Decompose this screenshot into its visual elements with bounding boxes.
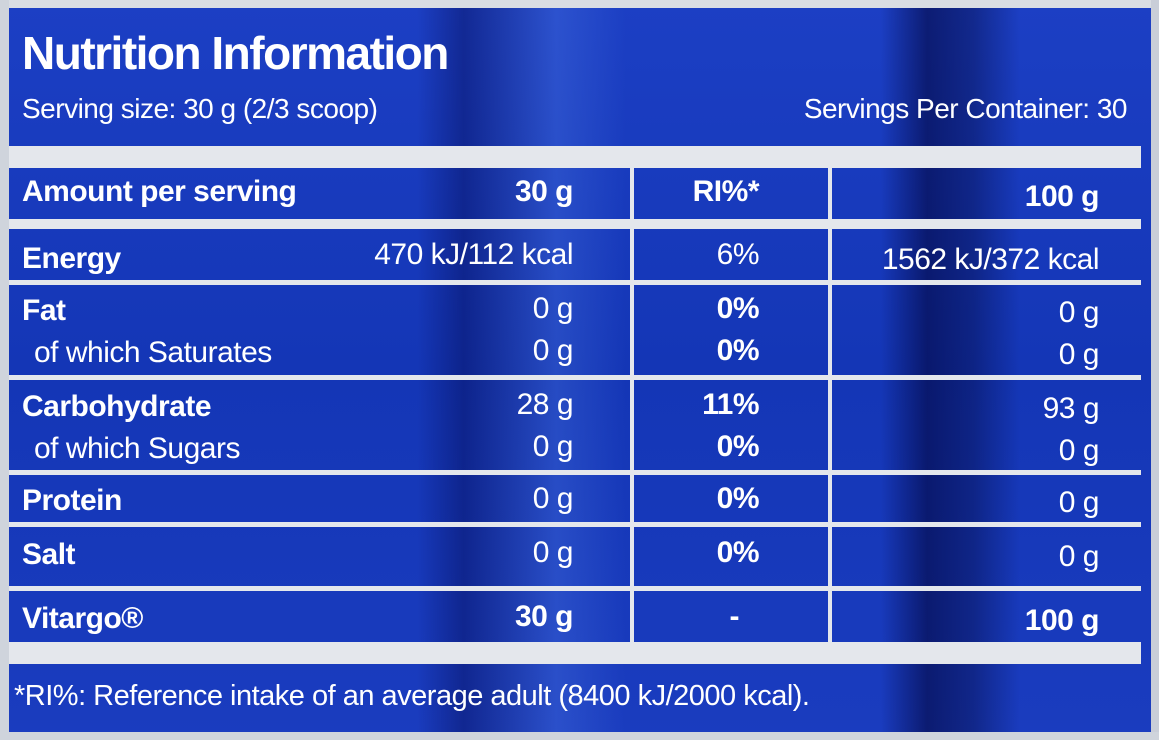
footnote: *RI%: Reference intake of an average adu… [14, 680, 810, 712]
divider-top [9, 146, 1141, 168]
row-per-serving: 0 g [532, 292, 574, 325]
row-label: of which Saturates [34, 336, 272, 369]
row-per-100g: 0 g [1058, 486, 1100, 519]
row-per-serving: 30 g [514, 600, 574, 633]
row-ri: 0% [716, 334, 760, 367]
header-col-100g: 100 g [1024, 180, 1100, 213]
header-col-ri: RI%* [692, 175, 760, 208]
column-line-2 [828, 168, 832, 642]
row-ri: 11% [702, 388, 759, 421]
row-label: of which Sugars [34, 432, 240, 465]
divider-header [9, 219, 1141, 229]
row-ri: 0% [716, 292, 760, 325]
row-ri: 0% [716, 536, 760, 569]
row-label: Salt [22, 538, 76, 571]
row-per-serving: 470 kJ/112 kcal [374, 238, 573, 271]
row-label: Protein [22, 484, 122, 517]
row-per-100g: 0 g [1058, 434, 1100, 467]
row-per-100g: 0 g [1058, 540, 1100, 573]
row-label: Vitargo® [22, 602, 143, 635]
servings-per-container: Servings Per Container: 30 [803, 93, 1128, 124]
row-per-serving: 0 g [532, 430, 574, 463]
header-col-30g: 30 g [514, 175, 574, 208]
row-per-100g: 0 g [1058, 296, 1100, 329]
row-per-100g: 100 g [1024, 604, 1100, 637]
frame-right [1151, 0, 1159, 740]
row-ri: 6% [716, 238, 760, 271]
row-label: Carbohydrate [22, 390, 212, 423]
row-ri: 0% [716, 482, 760, 515]
divider-bottom [9, 642, 1141, 664]
divider-carbohydrate [9, 470, 1141, 475]
column-line-1 [630, 168, 634, 642]
frame-left [0, 0, 9, 740]
page-title: Nutrition Information [22, 27, 449, 79]
divider-protein [9, 522, 1141, 527]
row-per-serving: 28 g [516, 388, 574, 421]
row-ri: - [729, 600, 740, 633]
row-ri: 0% [716, 430, 760, 463]
row-label: Fat [22, 294, 66, 327]
frame-bottom [0, 732, 1159, 740]
row-label: Energy [22, 242, 121, 275]
row-per-serving: 0 g [532, 536, 574, 569]
divider-salt [9, 586, 1141, 591]
divider-energy [9, 280, 1141, 285]
header-label: Amount per serving [22, 175, 297, 208]
divider-fat [9, 375, 1141, 380]
row-per-serving: 0 g [532, 334, 574, 367]
frame-top [0, 0, 1159, 8]
row-per-100g: 93 g [1042, 392, 1100, 425]
row-per-100g: 1562 kJ/372 kcal [881, 243, 1100, 276]
serving-size: Serving size: 30 g (2/3 scoop) [22, 93, 378, 124]
row-per-serving: 0 g [532, 482, 574, 515]
row-per-100g: 0 g [1058, 338, 1100, 371]
